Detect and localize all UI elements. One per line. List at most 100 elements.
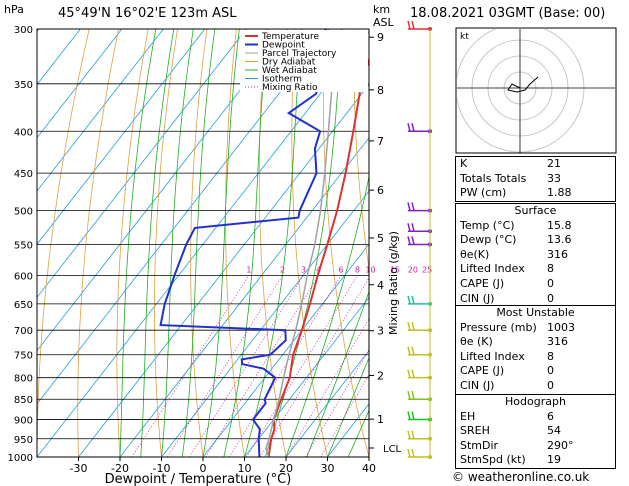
wind-barb bbox=[407, 391, 432, 402]
wind-barb-feather bbox=[407, 430, 411, 439]
indices.surface.rows-value: 15.8 bbox=[547, 218, 572, 232]
indices.surface.rows-label: θe(K) bbox=[460, 247, 490, 261]
basic-indices-table: K 21 Totals Totals 33 PW (cm) 1.88 bbox=[455, 156, 616, 202]
legend-label: Mixing Ratio bbox=[262, 83, 318, 93]
hodograph-unit-label: kt bbox=[460, 32, 469, 42]
indices.most_unstable.rows-row: CAPE (J) 0 bbox=[456, 364, 615, 379]
legend-background bbox=[240, 30, 368, 92]
surface-title: Surface bbox=[514, 204, 557, 217]
indices.hodograph_table.rows-row: EH 6 bbox=[456, 410, 615, 425]
indices.basic-label: Totals Totals bbox=[460, 171, 527, 185]
parcel-trajectory-curve bbox=[265, 29, 343, 457]
indices.surface.rows-label: CAPE (J) bbox=[460, 276, 505, 290]
indices.surface.rows-row: CIN (J) 0 bbox=[456, 292, 615, 307]
wind-barb-feather bbox=[411, 295, 415, 305]
isotherm-line bbox=[202, 243, 369, 457]
dry-adiabat-line bbox=[225, 29, 245, 457]
indices.most_unstable.rows-row: Pressure (mb) 1003 bbox=[456, 321, 615, 336]
wet-adiabat-line bbox=[161, 29, 194, 457]
hpa-unit-label: hPa bbox=[4, 3, 24, 16]
mixing-ratio-tick-label: 20 bbox=[408, 265, 418, 274]
wind-barb-feather bbox=[407, 223, 411, 232]
indices.surface.rows-label: CIN (J) bbox=[460, 291, 495, 305]
location-title: 45°49'N 16°02'E 123m ASL bbox=[58, 6, 237, 21]
hodograph-trace bbox=[507, 76, 539, 93]
indices.surface.rows-value: 8 bbox=[547, 262, 554, 276]
indices.most_unstable.rows-value: 0 bbox=[547, 378, 554, 392]
wet-adiabat-line bbox=[327, 356, 369, 457]
indices.basic-row: PW (cm) 1.88 bbox=[456, 186, 615, 201]
indices.hodograph_table.rows-value: 6 bbox=[547, 409, 554, 423]
mixing-ratio-tick-label: 10 bbox=[365, 265, 375, 274]
wind-barb-feather bbox=[411, 20, 415, 30]
wind-barb bbox=[407, 322, 432, 333]
km-tick-label: 1 bbox=[377, 413, 384, 426]
legend-label: Dewpoint bbox=[262, 41, 305, 51]
hodograph-title: Hodograph bbox=[505, 395, 566, 408]
wind-barb bbox=[407, 223, 432, 234]
x-tick-label: 30 bbox=[321, 462, 335, 475]
pressure-tick-label: 900 bbox=[14, 416, 33, 427]
isotherm-line bbox=[37, 29, 81, 86]
asl-unit-label: ASL bbox=[373, 16, 395, 29]
legend-label: Isotherm bbox=[262, 75, 302, 85]
indices.hodograph_table.rows-label: StmSpd (kt) bbox=[460, 453, 526, 467]
mixing-ratio-tick-label: 6 bbox=[338, 265, 343, 274]
datetime-title: 18.08.2021 03GMT (Base: 00) bbox=[410, 6, 606, 21]
wind-barb-feather bbox=[411, 322, 415, 331]
wind-barb-feather bbox=[411, 123, 415, 132]
dry-adiabat-line bbox=[619, 29, 629, 457]
km-tick-label: 9 bbox=[377, 31, 384, 44]
indices.basic-row: K 21 bbox=[456, 157, 615, 172]
indices.hodograph_table.rows-row: SREH 54 bbox=[456, 424, 615, 439]
mixing-ratio-tick-label: 8 bbox=[355, 265, 360, 274]
mixing-ratio-line bbox=[131, 275, 250, 457]
temperature-curve bbox=[267, 56, 369, 457]
pressure-tick-label: 950 bbox=[14, 435, 33, 446]
mixing-ratio-line bbox=[228, 275, 342, 457]
wind-barb-feather bbox=[407, 391, 411, 400]
wind-barb bbox=[407, 369, 432, 380]
dry-adiabat-line bbox=[353, 29, 369, 272]
wind-barb-feather bbox=[407, 123, 411, 132]
indices.hodograph_table.rows-label: EH bbox=[460, 409, 476, 423]
mixing-ratio-line bbox=[286, 318, 369, 457]
legend-label: Parcel Trajectory bbox=[262, 49, 337, 59]
indices.basic-label: K bbox=[460, 157, 468, 170]
indices.hodograph_table.rows-label: SREH bbox=[460, 424, 490, 438]
legend-label: Temperature bbox=[261, 32, 319, 42]
indices.most_unstable.rows-label: Pressure (mb) bbox=[460, 320, 537, 334]
most-unstable-title: Most Unstable bbox=[496, 306, 575, 319]
wet-adiabat-line bbox=[119, 29, 157, 457]
isotherm-line bbox=[37, 29, 247, 299]
wind-barb-feather bbox=[407, 202, 411, 211]
wind-barb-feather bbox=[407, 236, 411, 245]
pressure-tick-label: 400 bbox=[14, 127, 33, 138]
mixing-ratio-tick-label: 1 bbox=[246, 265, 251, 274]
wind-barb-feather bbox=[407, 322, 411, 331]
wind-barb bbox=[407, 346, 432, 357]
pressure-tick-label: 350 bbox=[14, 80, 33, 91]
indices.most_unstable.rows-label: CAPE (J) bbox=[460, 364, 505, 378]
wind-barb-feather bbox=[407, 20, 411, 30]
x-tick-label: -20 bbox=[111, 462, 129, 475]
indices.most_unstable.rows-row: θe (K) 316 bbox=[456, 335, 615, 350]
indices.surface.rows-label: Dewp (°C) bbox=[460, 233, 517, 247]
km-tick-label: 8 bbox=[377, 84, 384, 97]
wind-barb-feather bbox=[411, 346, 415, 355]
km-unit-label: km bbox=[373, 3, 390, 16]
x-tick-label: 10 bbox=[238, 462, 252, 475]
dry-adiabat-line bbox=[258, 29, 287, 457]
indices.basic-label: PW (cm) bbox=[460, 186, 507, 200]
isotherm-line bbox=[285, 349, 369, 457]
dry-adiabat-line bbox=[37, 29, 90, 457]
wind-barb-feather bbox=[411, 223, 415, 232]
indices.most_unstable.rows-value: 8 bbox=[547, 349, 554, 363]
isotherm-line bbox=[244, 296, 369, 457]
wind-barb-feather bbox=[411, 411, 415, 420]
wind-barb bbox=[407, 202, 432, 213]
indices.surface.rows-row: θe(K) 316 bbox=[456, 248, 615, 263]
legend-label: Dry Adiabat bbox=[262, 58, 316, 68]
x-tick-label: -10 bbox=[153, 462, 171, 475]
pressure-tick-label: 800 bbox=[14, 374, 33, 385]
